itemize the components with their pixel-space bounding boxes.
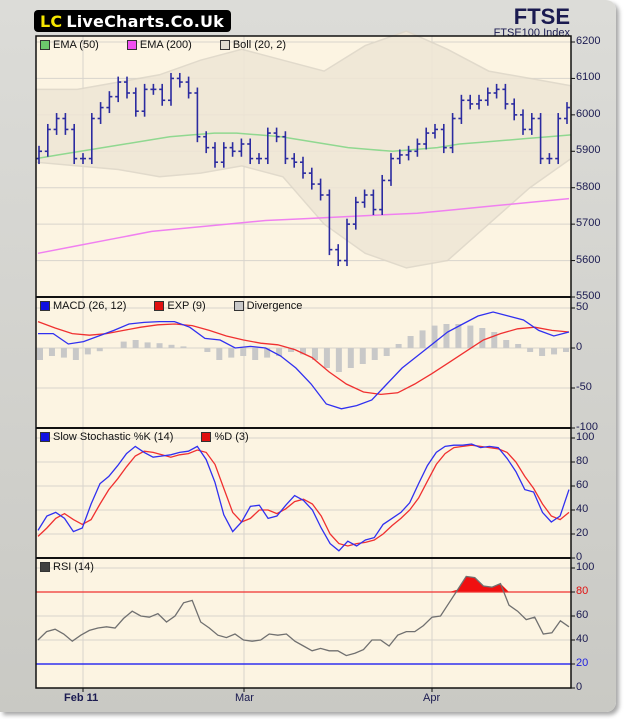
legend-ema50: EMA (50) <box>40 39 99 51</box>
livecharts-logo: LC LiveCharts.Co.Uk <box>34 10 232 32</box>
boll-swatch-icon <box>219 40 230 50</box>
y-tick-macd: 0 <box>576 341 583 353</box>
macd-swatch-icon <box>40 301 50 311</box>
y-tick-macd: -50 <box>576 381 592 393</box>
y-tick-stoch: 60 <box>576 479 589 491</box>
axis-ticks <box>82 41 575 692</box>
rsi-panel <box>36 558 571 688</box>
stoch-d-swatch-icon <box>201 432 212 442</box>
y-tick-stoch: 40 <box>576 503 589 515</box>
panel-borders <box>35 35 572 689</box>
chart-title: FTSE <box>513 4 570 29</box>
logo-mark: LC <box>40 11 63 31</box>
y-tick-price: 5700 <box>576 217 601 230</box>
rsi-swatch-icon <box>40 562 50 572</box>
exp-swatch-icon <box>154 301 165 311</box>
y-tick-price: 6200 <box>576 35 601 47</box>
price-legend: EMA (50) EMA (200) Boll (20, 2) <box>40 39 314 51</box>
y-tick-stoch: 100 <box>576 431 595 443</box>
legend-stoch-d: %D (3) <box>201 431 249 443</box>
price-bars <box>36 72 570 267</box>
divergence-swatch-icon <box>233 301 244 311</box>
y-tick-rsi: 80 <box>576 585 589 597</box>
y-tick-price: 5800 <box>576 180 601 193</box>
y-tick-stoch: 20 <box>576 527 589 539</box>
legend-exp: EXP (9) <box>154 300 206 312</box>
macd-legend: MACD (26, 12) EXP (9) Divergence <box>40 300 330 312</box>
y-tick-price: 6000 <box>576 107 601 120</box>
legend-boll: Boll (20, 2) <box>219 39 286 51</box>
y-tick-rsi: 20 <box>576 657 589 669</box>
legend-rsi: RSI (14) <box>40 561 94 573</box>
y-tick-price: 5900 <box>576 144 601 157</box>
y-tick-rsi: 60 <box>576 609 589 621</box>
x-tick-feb11: Feb 11 <box>64 692 99 704</box>
y-tick-price: 6100 <box>576 71 601 84</box>
legend-ema200: EMA (200) <box>126 39 192 51</box>
y-tick-macd: -100 <box>576 421 599 433</box>
y-tick-price: 5500 <box>576 290 601 302</box>
stoch-k-swatch-icon <box>40 432 50 442</box>
y-tick-rsi: 100 <box>576 561 595 573</box>
y-tick-stoch: 80 <box>576 455 589 467</box>
y-tick-stoch: 0 <box>576 551 583 563</box>
indicator-lines <box>35 132 572 665</box>
x-tick-mar: Mar <box>235 692 254 704</box>
logo-text: LiveCharts.Co.Uk <box>66 11 225 31</box>
rsi-legend: RSI (14) <box>40 561 122 573</box>
y-tick-rsi: 0 <box>576 681 583 693</box>
legend-stoch-k: Slow Stochastic %K (14) <box>40 431 173 443</box>
ema50-swatch-icon <box>40 40 50 50</box>
y-tick-macd: 50 <box>576 301 589 313</box>
x-tick-apr: Apr <box>423 692 441 704</box>
legend-divergence: Divergence <box>233 300 302 312</box>
stoch-legend: Slow Stochastic %K (14) %D (3) <box>40 431 277 443</box>
y-tick-rsi: 40 <box>576 633 589 645</box>
stoch-panel <box>36 428 571 558</box>
legend-macd: MACD (26, 12) <box>40 300 126 312</box>
macd-panel <box>36 297 571 428</box>
y-tick-price: 5600 <box>576 253 601 266</box>
ema200-swatch-icon <box>126 40 137 50</box>
